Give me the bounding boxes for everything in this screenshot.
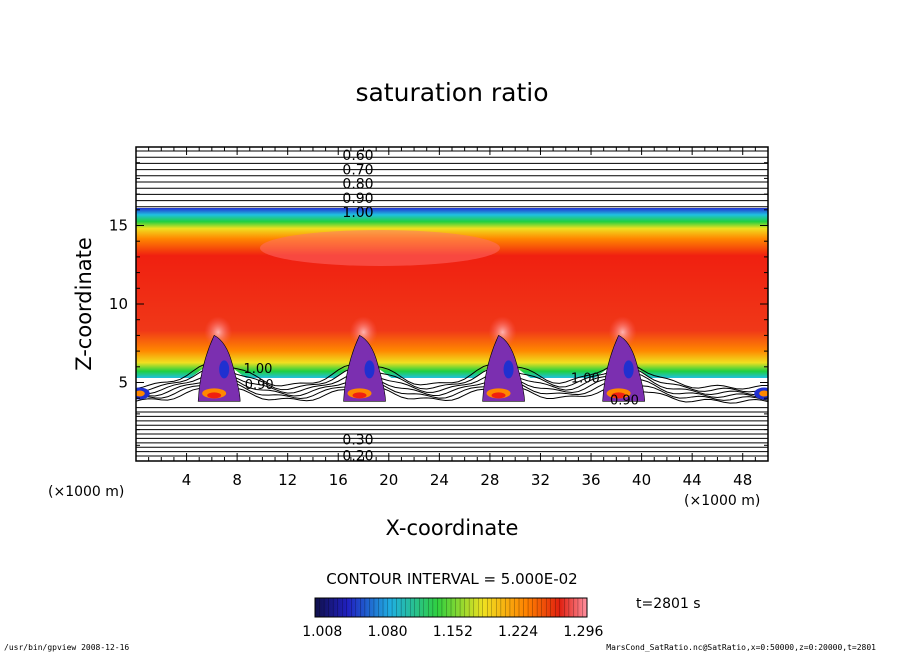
chart-title: saturation ratio bbox=[355, 78, 548, 107]
colorbar-tick-label: 1.008 bbox=[302, 624, 342, 640]
x-tick-label: 44 bbox=[683, 471, 702, 489]
x-tick-label: 4 bbox=[182, 471, 192, 489]
x-tick-label: 32 bbox=[531, 471, 550, 489]
contour-label-top: 1.00 bbox=[342, 205, 373, 221]
plume-3 bbox=[482, 316, 525, 402]
x-tick-label: 12 bbox=[278, 471, 297, 489]
contour-label-mid: 0.90 bbox=[610, 393, 639, 408]
plume-edge-2 bbox=[754, 387, 768, 400]
x-tick-label: 28 bbox=[480, 471, 499, 489]
y-tick-label: 5 bbox=[118, 374, 128, 392]
plume-1 bbox=[197, 316, 241, 402]
x-tick-label: 36 bbox=[581, 471, 600, 489]
x-unit-left: (×1000 m) bbox=[48, 484, 124, 500]
plot-area bbox=[136, 147, 768, 461]
y-tick-label: 15 bbox=[109, 217, 128, 235]
contour-label-top: 0.70 bbox=[342, 162, 373, 178]
contour-label-bottom: 0.20 bbox=[342, 449, 373, 465]
colorbar-tick-label: 1.296 bbox=[563, 624, 603, 640]
colorbar-tick-label: 1.224 bbox=[498, 624, 538, 640]
x-tick-label: 8 bbox=[232, 471, 242, 489]
contour-label-mid: 0.90 bbox=[245, 378, 274, 393]
footer-left: /usr/bin/gpview 2008-12-16 bbox=[4, 643, 129, 652]
x-axis-label: X-coordinate bbox=[386, 516, 519, 540]
contour-label-top: 0.90 bbox=[342, 191, 373, 207]
colorbar-tick-label: 1.152 bbox=[433, 624, 473, 640]
contour-interval: CONTOUR INTERVAL = 5.000E-02 bbox=[326, 570, 577, 588]
plume-edge-1 bbox=[136, 387, 150, 400]
contour-label-bottom: 0.30 bbox=[342, 433, 373, 449]
plume-2 bbox=[343, 316, 386, 402]
plume-4 bbox=[602, 316, 645, 402]
x-unit-right: (×1000 m) bbox=[684, 493, 760, 509]
saturation-band bbox=[136, 208, 768, 378]
contour-label-top: 0.80 bbox=[342, 177, 373, 193]
x-tick-label: 16 bbox=[329, 471, 348, 489]
x-tick-label: 40 bbox=[632, 471, 651, 489]
contour-label-top: 0.60 bbox=[342, 148, 373, 164]
contour-label-mid: 1.00 bbox=[571, 372, 600, 387]
x-tick-label: 20 bbox=[379, 471, 398, 489]
y-tick-label: 10 bbox=[109, 295, 128, 313]
colorbar-tick-label: 1.080 bbox=[367, 624, 407, 640]
footer-right: MarsCond_SatRatio.nc@SatRatio,x=0:50000,… bbox=[606, 643, 876, 652]
time-label: t=2801 s bbox=[636, 596, 701, 612]
x-tick-label: 48 bbox=[733, 471, 752, 489]
x-tick-label: 24 bbox=[430, 471, 449, 489]
y-axis-label: Z-coordinate bbox=[72, 237, 96, 371]
contour-label-mid: 1.00 bbox=[243, 362, 272, 377]
